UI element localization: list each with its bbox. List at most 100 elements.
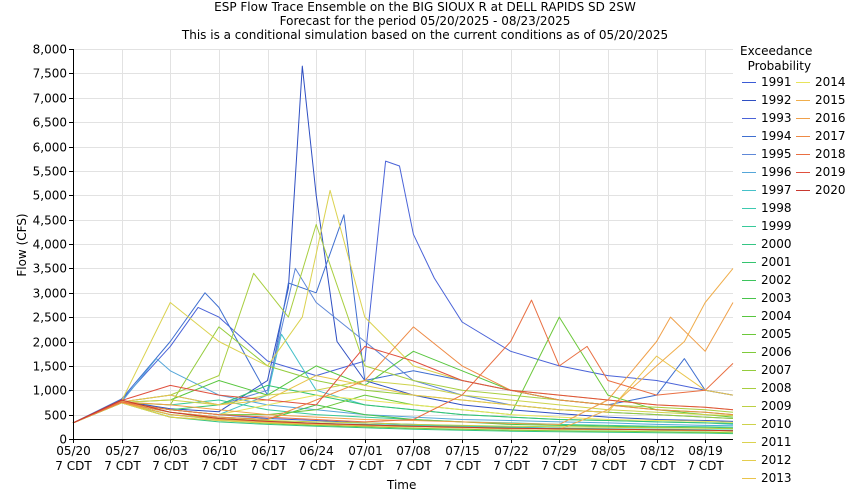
- x-tick-label: 05/20: [56, 444, 91, 458]
- series-line-2016: [72, 302, 734, 425]
- series-line-2018: [72, 299, 734, 424]
- x-tick-sublabel: 7 CDT: [639, 459, 676, 473]
- series-line-2001: [72, 384, 734, 424]
- x-tick-label: 07/01: [348, 444, 383, 458]
- legend-label: 2017: [815, 129, 846, 143]
- legend-label: 2011: [761, 435, 792, 449]
- legend-label: 2018: [815, 147, 846, 161]
- x-tick-label: 07/22: [494, 444, 529, 458]
- x-tick-sublabel: 7 CDT: [347, 459, 384, 473]
- legend-swatch: [742, 208, 756, 209]
- legend-swatch: [796, 190, 810, 191]
- legend-swatch: [796, 136, 810, 137]
- legend-label: 1999: [761, 219, 792, 233]
- series-line-2010: [72, 380, 734, 424]
- legend-label: 1997: [761, 183, 792, 197]
- legend-swatch: [742, 316, 756, 317]
- legend-swatch: [742, 352, 756, 353]
- legend-label: 2000: [761, 237, 792, 251]
- legend-swatch: [796, 100, 810, 101]
- legend-label: 2001: [761, 255, 792, 269]
- series-line-2020: [72, 399, 734, 432]
- x-tick-sublabel: 7 CDT: [395, 459, 432, 473]
- legend-label: 2004: [761, 309, 792, 323]
- legend-swatch: [742, 136, 756, 137]
- series-line-1996: [72, 358, 734, 427]
- x-tick-sublabel: 7 CDT: [590, 459, 627, 473]
- x-tick-label: 06/03: [153, 444, 188, 458]
- series-line-2013: [72, 355, 734, 424]
- legend-label: 1998: [761, 201, 792, 215]
- legend-label: 2019: [815, 165, 846, 179]
- x-tick-label: 07/15: [445, 444, 480, 458]
- legend-swatch: [742, 82, 756, 83]
- series-line-2019: [72, 345, 734, 424]
- y-tick-label: 1,000: [33, 384, 67, 398]
- legend-label: 2003: [761, 291, 792, 305]
- legend-swatch: [742, 118, 756, 119]
- legend-swatch: [742, 460, 756, 461]
- legend-swatch: [742, 478, 756, 479]
- legend-label: 2014: [815, 75, 846, 89]
- series-line-1992: [72, 65, 734, 424]
- legend-label: 1991: [761, 75, 792, 89]
- legend-swatch: [796, 154, 810, 155]
- legend-label: 1993: [761, 111, 792, 125]
- x-tick-label: 08/19: [688, 444, 723, 458]
- legend-swatch: [796, 82, 810, 83]
- legend-label: 1995: [761, 147, 792, 161]
- x-tick-sublabel: 7 CDT: [152, 459, 189, 473]
- y-tick-label: 3,000: [33, 287, 67, 301]
- y-tick-label: 7,500: [33, 67, 67, 81]
- series-lines: [72, 65, 734, 435]
- legend-swatch: [742, 244, 756, 245]
- y-tick-label: 5,000: [33, 189, 67, 203]
- x-tick-label: 07/29: [542, 444, 577, 458]
- legend-label: 2020: [815, 183, 846, 197]
- x-tick-label: 08/12: [640, 444, 675, 458]
- legend-swatch: [742, 190, 756, 191]
- legend-label: 2015: [815, 93, 846, 107]
- chart-title: ESP Flow Trace Ensemble on the BIG SIOUX…: [214, 0, 636, 14]
- x-tick-label: 06/17: [251, 444, 286, 458]
- legend-swatch: [742, 442, 756, 443]
- axes: 0 500 1,000 1,500 2,000 2,500 3,000 3,500 4,000 4…: [33, 43, 733, 473]
- legend-swatch: [742, 388, 756, 389]
- series-line-2008: [72, 224, 734, 424]
- y-tick-label: 7,000: [33, 92, 67, 106]
- legend-swatch: [742, 406, 756, 407]
- x-tick-sublabel: 7 CDT: [250, 459, 287, 473]
- x-tick-sublabel: 7 CDT: [541, 459, 578, 473]
- legend-label: 1996: [761, 165, 792, 179]
- x-tick-sublabel: 7 CDT: [687, 459, 724, 473]
- legend-label: 2008: [761, 381, 792, 395]
- legend-swatch: [742, 100, 756, 101]
- legend-swatch: [742, 226, 756, 227]
- legend-swatch: [742, 280, 756, 281]
- legend-swatch: [742, 172, 756, 173]
- chart-subtitle-2: This is a conditional simulation based o…: [181, 28, 669, 42]
- legend-swatch: [742, 334, 756, 335]
- legend-swatch: [742, 424, 756, 425]
- legend-label: 2007: [761, 363, 792, 377]
- legend-label: 1992: [761, 93, 792, 107]
- chart-subtitle-1: Forecast for the period 05/20/2025 - 08/…: [279, 14, 571, 28]
- series-line-1993: [72, 160, 734, 424]
- y-tick-label: 0: [59, 433, 67, 447]
- x-tick-label: 06/10: [202, 444, 237, 458]
- y-tick-label: 4,500: [33, 214, 67, 228]
- x-tick-sublabel: 7 CDT: [104, 459, 141, 473]
- legend-label: 2009: [761, 399, 792, 413]
- legend-label: 2016: [815, 111, 846, 125]
- x-tick-label: 06/24: [299, 444, 334, 458]
- x-tick-label: 05/27: [105, 444, 140, 458]
- grid: [73, 49, 733, 440]
- legend-title: Exceedance Probability: [740, 44, 813, 73]
- legend-swatch: [742, 370, 756, 371]
- x-tick-sublabel: 7 CDT: [201, 459, 238, 473]
- x-tick-label: 07/08: [396, 444, 431, 458]
- y-tick-label: 4,000: [33, 238, 67, 252]
- y-tick-label: 2,500: [33, 311, 67, 325]
- legend-swatch: [742, 154, 756, 155]
